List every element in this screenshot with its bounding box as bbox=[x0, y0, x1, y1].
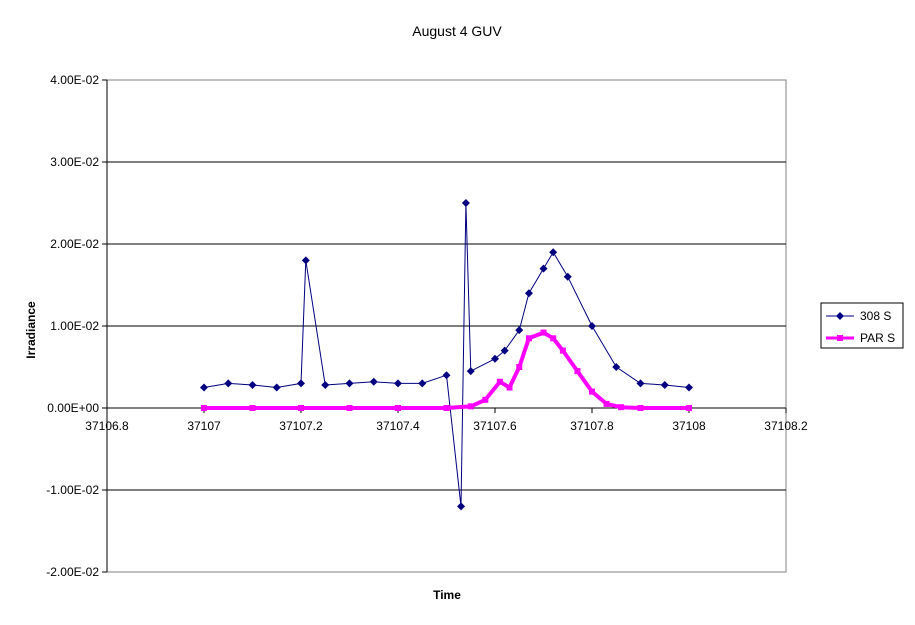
series-par-s-point bbox=[395, 405, 401, 411]
y-tick-labels: -2.00E-02 -1.00E-02 0.00E+00 1.00E-02 2.00E-… bbox=[46, 73, 99, 579]
series-par-s-point bbox=[346, 405, 353, 411]
series-308-s-point bbox=[660, 381, 669, 390]
series-308-s-point bbox=[549, 248, 558, 257]
y-tick-label: -2.00E-02 bbox=[46, 565, 99, 579]
series-308-s-point bbox=[272, 383, 281, 392]
x-tick-label: 37107 bbox=[187, 419, 221, 433]
y-axis-label: Irradiance bbox=[24, 301, 38, 359]
series-par-s-point bbox=[525, 335, 532, 342]
series-par-s-point bbox=[589, 388, 595, 395]
x-tick-label: 37106.8 bbox=[85, 419, 129, 433]
x-tick-label: 37108.2 bbox=[764, 419, 808, 433]
series-308-s-point bbox=[491, 354, 499, 363]
series-308-s-point bbox=[466, 367, 475, 376]
series-308-s-point bbox=[457, 502, 466, 511]
series-par-s-point bbox=[618, 404, 625, 411]
series-par-s-point bbox=[559, 347, 566, 354]
series-308-s-point bbox=[301, 256, 310, 265]
x-tick-label: 37107.8 bbox=[570, 419, 614, 433]
y-tick-label: 3.00E-02 bbox=[50, 155, 99, 169]
legend-marker-308 bbox=[836, 312, 844, 320]
series-308-s-point bbox=[297, 379, 305, 388]
series-308-s-point bbox=[442, 371, 451, 380]
series-par-s-point bbox=[637, 405, 644, 411]
series-308-s-point bbox=[539, 264, 548, 273]
legend-box bbox=[820, 302, 904, 349]
series-par-s-point bbox=[496, 378, 503, 385]
y-tick-label: 2.00E-02 bbox=[50, 237, 99, 251]
legend: 308 S PAR S bbox=[820, 302, 904, 349]
series-par-s-point bbox=[603, 400, 610, 407]
series-308-s-point bbox=[636, 379, 645, 388]
series-308-s-point bbox=[418, 379, 427, 388]
series-308-s-point bbox=[394, 379, 402, 388]
series-par-s-point bbox=[506, 384, 513, 391]
x-tick-label: 37107.6 bbox=[473, 419, 517, 433]
series-308-s-point bbox=[321, 381, 330, 390]
series-308-s-point bbox=[588, 322, 596, 330]
legend-label-par: PAR S bbox=[860, 331, 895, 345]
y-tick-label: 0.00E+00 bbox=[47, 401, 99, 415]
series-par-s-point bbox=[467, 403, 474, 410]
series-308-s-point bbox=[200, 383, 208, 392]
x-tick-label: 37107.2 bbox=[279, 419, 323, 433]
series-308-s-point bbox=[612, 363, 621, 371]
y-tick-label: -1.00E-02 bbox=[46, 483, 99, 497]
y-tick-label: 4.00E-02 bbox=[50, 73, 99, 87]
series-308-s-point bbox=[345, 379, 354, 388]
series-par-s-point bbox=[249, 405, 256, 411]
series-par-s-point bbox=[516, 364, 523, 370]
chart-title: August 4 GUV bbox=[412, 23, 502, 39]
series-layer bbox=[200, 199, 693, 511]
y-tick-label: 1.00E-02 bbox=[50, 319, 99, 333]
x-tick-label: 37107.4 bbox=[376, 419, 420, 433]
x-tick-labels: 37106.8 37107 37107.2 37107.4 37107.6 37107.8… bbox=[85, 419, 808, 433]
series-308-s-point bbox=[369, 377, 378, 386]
series-308-s-point bbox=[461, 199, 470, 207]
series-par-s-point bbox=[443, 405, 450, 411]
series-par-s-point bbox=[574, 368, 581, 375]
series-par-s-point bbox=[298, 405, 304, 411]
series-308-s-point bbox=[524, 289, 533, 298]
series-par-s-point bbox=[201, 405, 207, 411]
series-308-s-point bbox=[685, 383, 693, 392]
series-308-s-point bbox=[515, 326, 524, 335]
series-308-s-point bbox=[248, 381, 257, 390]
series-par-s-point bbox=[540, 329, 547, 336]
series-par-s-point bbox=[686, 405, 692, 411]
series-308-s-point bbox=[224, 379, 233, 388]
series-308-s-point bbox=[500, 346, 509, 355]
series-par-s-point bbox=[550, 335, 557, 342]
series-par-s-point bbox=[482, 396, 489, 403]
x-tick-label: 37108 bbox=[672, 419, 706, 433]
legend-label-308: 308 S bbox=[860, 309, 891, 323]
x-axis-label: Time bbox=[433, 588, 461, 602]
series-308-s-point bbox=[563, 272, 572, 281]
legend-marker-par bbox=[837, 335, 843, 341]
